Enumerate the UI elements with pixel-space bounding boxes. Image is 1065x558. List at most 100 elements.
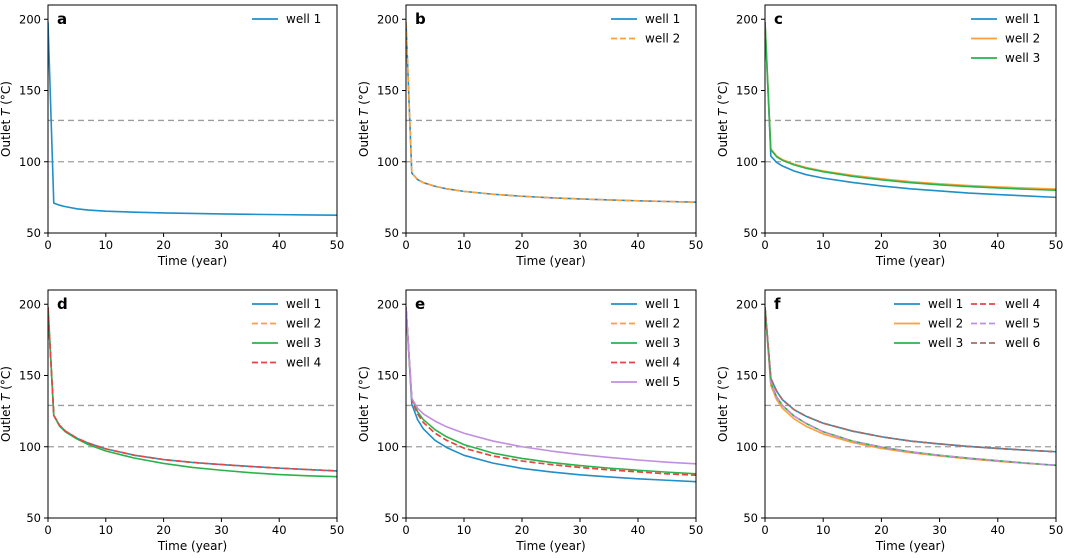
y-axis-label-unit: (°C) — [0, 366, 13, 394]
plot-frame — [764, 289, 1057, 519]
legend: well 1 — [252, 12, 321, 26]
legend-label: well 1 — [928, 297, 963, 311]
series-line-well-2 — [406, 307, 696, 477]
legend: well 1 well 2 — [611, 12, 680, 46]
legend-label: well 6 — [1005, 336, 1040, 350]
y-axis-label-prefix: Outlet — [716, 401, 730, 442]
legend-label: well 2 — [1005, 32, 1040, 46]
x-tick-label: 10 — [816, 523, 831, 537]
y-tick-label: 100 — [19, 440, 41, 454]
y-tick-label: 50 — [743, 511, 758, 525]
x-tick-label: 0 — [44, 523, 51, 537]
legend: well 1 well 2 well 3 — [971, 12, 1040, 65]
legend: well 1 well 2 well 3 well 4 well 5 — [611, 297, 680, 389]
legend-label: well 2 — [286, 317, 321, 331]
y-axis-label-unit: (°C) — [0, 81, 13, 109]
y-tick-label: 150 — [736, 84, 758, 98]
legend-label: well 2 — [645, 32, 680, 46]
series-line-well-4 — [406, 307, 696, 477]
y-tick-label: 100 — [377, 440, 399, 454]
legend-label: well 1 — [286, 297, 321, 311]
x-tick-label: 30 — [573, 523, 588, 537]
y-axis-label: Outlet T (°C) — [357, 366, 371, 442]
series-line-well-3 — [48, 307, 337, 478]
y-axis-label-prefix: Outlet — [0, 401, 13, 442]
y-axis-label: Outlet T (°C) — [716, 81, 730, 157]
y-axis-label-prefix: Outlet — [0, 116, 13, 157]
x-tick-label: 40 — [990, 523, 1005, 537]
x-tick-label: 30 — [214, 523, 229, 537]
y-tick-label: 50 — [384, 226, 399, 240]
legend-label: well 3 — [928, 336, 963, 350]
x-tick-label: 10 — [816, 238, 831, 252]
x-axis-label: Time (year) — [515, 254, 585, 268]
y-axis-label-unit: (°C) — [716, 366, 730, 394]
y-axis-label-variable: T — [716, 392, 730, 401]
series-line-well-5 — [406, 307, 696, 465]
x-axis-label: Time (year) — [157, 539, 227, 553]
panel-d: 0 10 20 30 40 50 50 100 150 200 Time (year) Outlet … — [0, 289, 345, 553]
x-tick-label: 0 — [761, 523, 768, 537]
legend-label: well 3 — [645, 336, 680, 350]
legend-label: well 2 — [928, 317, 963, 331]
legend-label: well 1 — [1005, 12, 1040, 26]
legend-label: well 3 — [1005, 51, 1040, 65]
y-tick-label: 100 — [736, 440, 758, 454]
x-axis-label: Time (year) — [875, 539, 945, 553]
y-tick-label: 200 — [377, 297, 399, 311]
series-line-well-4 — [48, 307, 337, 472]
panel-letter: b — [415, 10, 426, 28]
plot-frame — [405, 4, 697, 234]
series-line-well-1 — [48, 22, 337, 216]
panel-letter: a — [57, 10, 67, 28]
x-tick-label: 30 — [932, 238, 947, 252]
panel-a: 0 10 20 30 40 50 50 100 150 200 Time (year) Outlet … — [0, 4, 344, 268]
y-axis-label: Outlet T (°C) — [357, 81, 371, 157]
y-tick-label: 200 — [736, 297, 758, 311]
x-tick-label: 0 — [402, 238, 409, 252]
x-tick-label: 10 — [98, 238, 113, 252]
y-tick-label: 200 — [377, 12, 399, 26]
y-axis-label-prefix: Outlet — [357, 401, 371, 442]
y-tick-label: 100 — [377, 155, 399, 169]
series-line-well-1 — [406, 22, 696, 204]
x-tick-label: 40 — [272, 238, 287, 252]
x-tick-label: 30 — [932, 523, 947, 537]
plot-frame — [405, 289, 697, 519]
y-axis-label-variable: T — [357, 392, 371, 401]
x-tick-label: 20 — [156, 523, 171, 537]
y-tick-label: 50 — [26, 226, 41, 240]
panel-letter: f — [774, 295, 781, 313]
legend-label: well 1 — [645, 297, 680, 311]
y-tick-label: 50 — [384, 511, 399, 525]
legend-label: well 5 — [645, 375, 680, 389]
panel-letter: d — [57, 295, 68, 313]
legend-label: well 3 — [286, 336, 321, 350]
x-tick-label: 50 — [330, 523, 345, 537]
legend-label: well 1 — [286, 12, 321, 26]
y-axis-label-unit: (°C) — [357, 81, 371, 109]
y-tick-label: 150 — [19, 369, 41, 383]
panel-f: 0 10 20 30 40 50 50 100 150 200 Time (year) Outlet … — [716, 289, 1063, 553]
y-tick-label: 150 — [377, 84, 399, 98]
y-axis-label-variable: T — [716, 107, 730, 116]
panel-letter: c — [774, 10, 783, 28]
y-axis-label-variable: T — [357, 107, 371, 116]
x-tick-label: 40 — [631, 238, 646, 252]
y-tick-label: 150 — [736, 369, 758, 383]
y-axis-label-prefix: Outlet — [357, 116, 371, 157]
x-tick-label: 10 — [98, 523, 113, 537]
legend-label: well 4 — [1005, 297, 1040, 311]
x-tick-label: 50 — [689, 523, 704, 537]
y-axis-label-unit: (°C) — [716, 81, 730, 109]
x-tick-label: 0 — [761, 238, 768, 252]
x-tick-label: 0 — [44, 238, 51, 252]
x-tick-label: 50 — [1049, 238, 1064, 252]
x-tick-label: 20 — [156, 238, 171, 252]
y-axis-label-unit: (°C) — [357, 366, 371, 394]
y-tick-label: 200 — [19, 12, 41, 26]
series-line-well-2 — [765, 22, 1056, 190]
series-line-well-5 — [765, 307, 1056, 467]
x-axis-label: Time (year) — [875, 254, 945, 268]
